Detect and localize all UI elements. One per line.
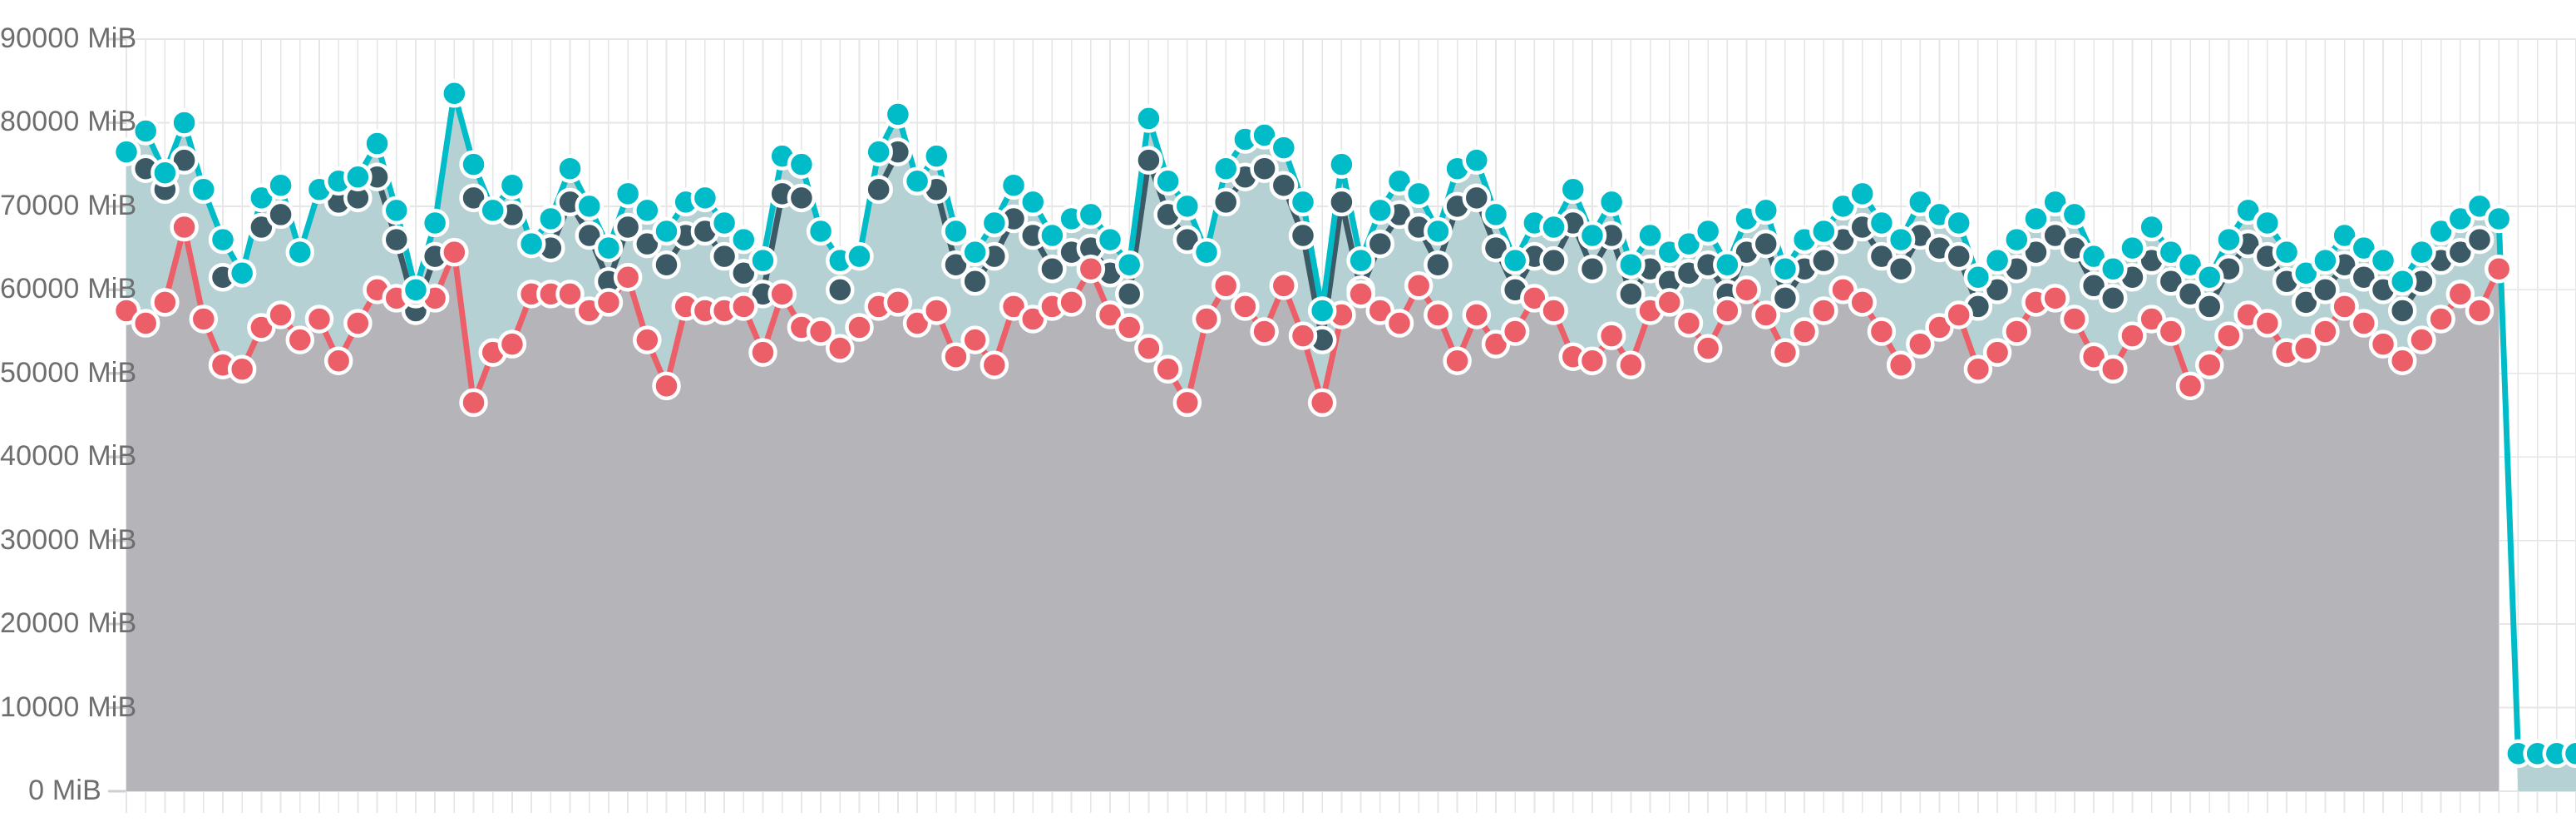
y-axis-tick-label: 50000 MiB [0,356,137,389]
y-axis-tick-label: 60000 MiB [0,273,137,305]
y-axis-tick-label: 80000 MiB [0,106,137,138]
y-axis-tick-label: 40000 MiB [0,440,137,473]
y-axis-tick-label: 0 MiB [28,775,101,806]
y-axis-tick-label: 90000 MiB [0,22,137,54]
y-axis-tick-label: 10000 MiB [0,691,137,723]
series-markers [111,79,2576,769]
y-axis-tick-label: 70000 MiB [0,189,137,221]
y-axis-tick-label: 20000 MiB [0,607,137,640]
axis-ticks [108,37,2576,813]
y-axis-tick-label: 30000 MiB [0,523,137,556]
